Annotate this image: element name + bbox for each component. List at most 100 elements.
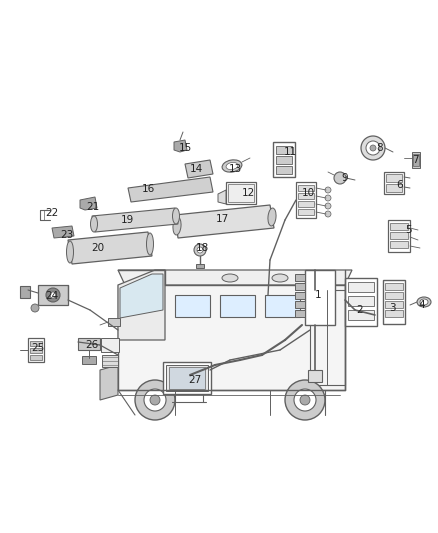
Circle shape (361, 136, 385, 160)
Text: 13: 13 (228, 164, 242, 174)
Bar (348, 310, 374, 320)
Text: 27: 27 (188, 375, 201, 385)
Text: 26: 26 (85, 340, 99, 350)
Bar (385, 301, 403, 308)
Circle shape (325, 203, 331, 209)
Ellipse shape (268, 208, 276, 226)
Polygon shape (52, 226, 74, 238)
Bar (383, 280, 405, 324)
Bar (385, 292, 403, 299)
Text: 24: 24 (46, 291, 59, 301)
Text: 22: 22 (46, 208, 59, 218)
Ellipse shape (67, 241, 74, 263)
Circle shape (325, 195, 331, 201)
Text: 16: 16 (141, 184, 155, 194)
Ellipse shape (91, 216, 98, 232)
Polygon shape (412, 152, 420, 168)
Bar (30, 341, 42, 346)
Polygon shape (92, 208, 178, 232)
Bar (386, 184, 402, 192)
Polygon shape (175, 205, 274, 238)
Text: 23: 23 (60, 230, 74, 240)
Bar (196, 264, 204, 268)
Bar (118, 285, 345, 390)
Ellipse shape (222, 274, 238, 282)
Circle shape (144, 389, 166, 411)
Ellipse shape (173, 217, 181, 235)
Bar (20, 286, 30, 298)
Bar (310, 290, 345, 385)
Bar (413, 154, 419, 166)
Text: 8: 8 (377, 143, 383, 153)
Circle shape (366, 141, 380, 155)
Text: 17: 17 (215, 214, 229, 224)
Bar (228, 184, 254, 202)
Text: 4: 4 (419, 300, 425, 310)
Text: 10: 10 (301, 188, 314, 198)
Text: 20: 20 (92, 243, 105, 253)
Bar (82, 356, 96, 364)
Bar (305, 270, 335, 325)
Polygon shape (174, 140, 187, 152)
Text: 12: 12 (241, 188, 254, 198)
Polygon shape (118, 270, 352, 285)
Bar (390, 232, 408, 239)
Bar (385, 310, 403, 317)
Text: 2: 2 (357, 305, 363, 315)
Bar (298, 193, 314, 199)
Ellipse shape (417, 297, 431, 307)
Bar (298, 185, 314, 191)
Ellipse shape (420, 299, 428, 305)
Bar (166, 365, 208, 391)
Bar (298, 209, 314, 215)
Text: 15: 15 (178, 143, 192, 153)
Bar (28, 338, 44, 362)
Text: 11: 11 (283, 147, 297, 157)
Text: 5: 5 (405, 225, 411, 235)
Ellipse shape (146, 233, 153, 255)
Bar (163, 362, 211, 394)
Text: 1: 1 (314, 290, 321, 300)
Bar (295, 283, 305, 290)
Bar (226, 182, 256, 204)
Circle shape (294, 389, 316, 411)
Bar (345, 278, 377, 326)
Bar (348, 296, 374, 306)
Text: 18: 18 (195, 243, 208, 253)
Bar (276, 166, 292, 174)
Circle shape (197, 247, 203, 253)
Circle shape (46, 288, 60, 302)
Bar (296, 182, 316, 218)
Bar (102, 355, 118, 367)
Circle shape (150, 395, 160, 405)
Polygon shape (128, 177, 213, 202)
Bar (38, 285, 68, 305)
Ellipse shape (173, 208, 180, 224)
Polygon shape (185, 160, 213, 178)
Circle shape (325, 211, 331, 217)
Circle shape (285, 380, 325, 420)
Bar (78, 338, 100, 350)
Bar (295, 301, 305, 308)
Ellipse shape (222, 160, 242, 172)
Bar (169, 367, 205, 389)
Circle shape (31, 304, 39, 312)
Text: 14: 14 (189, 164, 203, 174)
Bar (390, 241, 408, 248)
Ellipse shape (272, 274, 288, 282)
Bar (390, 223, 408, 230)
Bar (220, 295, 255, 317)
Text: 7: 7 (412, 155, 418, 165)
Bar (384, 172, 404, 194)
Polygon shape (120, 274, 163, 318)
Bar (295, 292, 305, 299)
Text: 9: 9 (342, 173, 348, 183)
Polygon shape (68, 232, 152, 264)
Polygon shape (80, 197, 97, 210)
Bar (30, 355, 42, 360)
Text: 3: 3 (389, 303, 396, 313)
Circle shape (370, 145, 376, 151)
Circle shape (194, 244, 206, 256)
Bar (276, 146, 292, 154)
Bar (265, 295, 300, 317)
